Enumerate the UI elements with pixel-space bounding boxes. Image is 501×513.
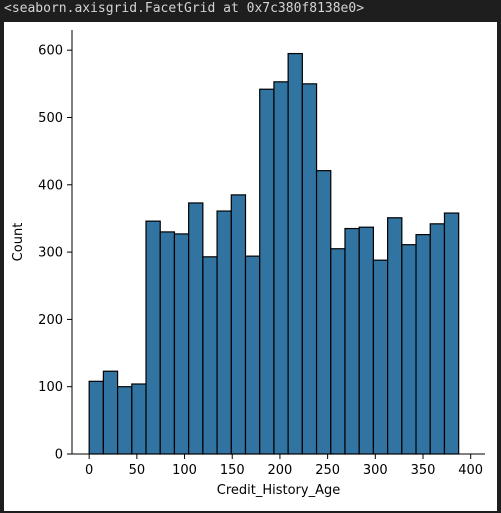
x-tick-label: 200 xyxy=(268,463,293,478)
x-tick-label: 350 xyxy=(411,463,436,478)
histogram-bar xyxy=(202,256,218,455)
histogram-bar xyxy=(88,380,104,455)
histogram-bar xyxy=(188,202,204,455)
histogram-bar xyxy=(372,259,389,455)
x-tick-label: 400 xyxy=(458,463,483,478)
x-tick-label: 50 xyxy=(129,463,146,478)
histogram-bar xyxy=(401,244,417,455)
y-ticks: 0 100 200 300 400 500 600 xyxy=(38,44,72,463)
output-repr-text: <seaborn.axisgrid.FacetGrid at 0x7c380f8… xyxy=(4,1,365,16)
histogram-bar xyxy=(159,231,176,455)
histogram-bar xyxy=(230,194,247,455)
y-axis-label: Count xyxy=(11,223,26,262)
histogram-bar xyxy=(273,81,289,455)
histogram-bar xyxy=(131,383,147,455)
y-tick-label: 200 xyxy=(38,313,63,328)
bars-group xyxy=(88,52,460,455)
histogram-bar xyxy=(415,233,431,455)
histogram-bar xyxy=(358,226,375,455)
histogram-bar xyxy=(259,88,275,455)
output-header: <seaborn.axisgrid.FacetGrid at 0x7c380f8… xyxy=(0,0,501,20)
y-tick-label: 500 xyxy=(38,111,63,126)
x-tick-label: 300 xyxy=(363,463,388,478)
x-tick-label: 100 xyxy=(172,463,197,478)
x-tick-label: 0 xyxy=(85,463,93,478)
y-tick-label: 600 xyxy=(38,44,63,59)
histogram-bar xyxy=(102,370,119,455)
histogram-bar xyxy=(173,233,190,455)
histogram-bar xyxy=(116,386,133,455)
x-tick-label: 150 xyxy=(220,463,245,478)
figure-area: 0 50 100 150 200 250 300 350 400 0 100 200 300 400 50… xyxy=(0,20,501,513)
y-tick-label: 300 xyxy=(38,246,63,261)
histogram-bar xyxy=(315,170,332,455)
histogram-bar xyxy=(443,212,460,455)
histogram-bar xyxy=(330,248,346,455)
histogram-bar xyxy=(301,83,318,455)
histogram-bar xyxy=(244,255,261,455)
x-axis-label: Credit_History_Age xyxy=(217,483,341,498)
histogram-bar xyxy=(429,223,446,455)
histogram-bar xyxy=(145,220,161,455)
x-tick-label: 250 xyxy=(315,463,340,478)
histogram-chart: 0 50 100 150 200 250 300 350 400 0 100 200 300 400 50… xyxy=(4,22,497,511)
histogram-bar xyxy=(344,227,360,455)
y-tick-label: 400 xyxy=(38,178,63,193)
x-ticks: 0 50 100 150 200 250 300 350 400 xyxy=(85,454,483,478)
histogram-bar xyxy=(387,217,403,455)
histogram-bar xyxy=(216,210,232,455)
histogram-bar xyxy=(287,52,303,455)
y-tick-label: 0 xyxy=(55,448,63,463)
y-tick-label: 100 xyxy=(38,380,63,395)
